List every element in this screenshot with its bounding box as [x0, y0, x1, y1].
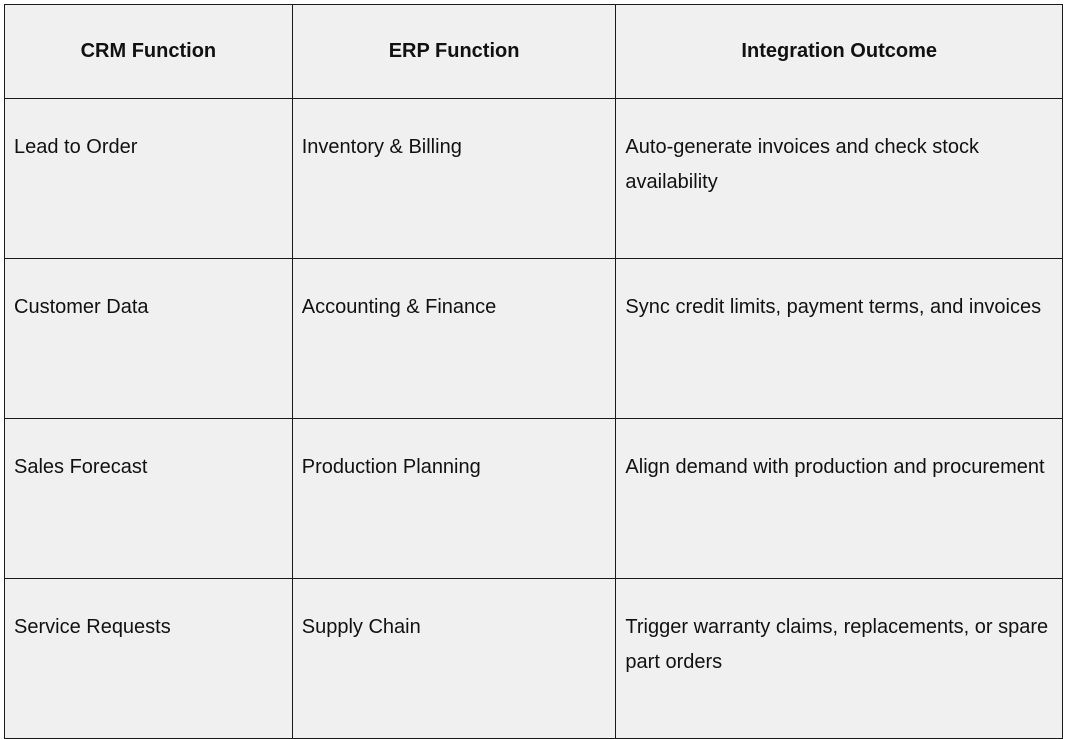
header-crm-function: CRM Function	[4, 4, 293, 99]
header-integration-outcome: Integration Outcome	[615, 4, 1063, 99]
cell-erp-function: Supply Chain	[291, 578, 617, 739]
cell-crm-function: Customer Data	[4, 258, 293, 419]
cell-integration-outcome: Trigger warranty claims, replacements, o…	[615, 578, 1063, 739]
cell-erp-function: Inventory & Billing	[291, 98, 617, 259]
cell-integration-outcome: Sync credit limits, payment terms, and i…	[615, 258, 1063, 419]
table-row: Sales Forecast Production Planning Align…	[4, 418, 1063, 579]
cell-crm-function: Sales Forecast	[4, 418, 293, 579]
header-erp-function: ERP Function	[291, 4, 617, 99]
cell-crm-function: Lead to Order	[4, 98, 293, 259]
table-row: Service Requests Supply Chain Trigger wa…	[4, 578, 1063, 739]
table-row: Lead to Order Inventory & Billing Auto-g…	[4, 98, 1063, 259]
cell-erp-function: Accounting & Finance	[291, 258, 617, 419]
crm-erp-integration-table: CRM Function ERP Function Integration Ou…	[4, 4, 1063, 739]
header-row: CRM Function ERP Function Integration Ou…	[4, 4, 1063, 99]
cell-integration-outcome: Align demand with production and procure…	[615, 418, 1063, 579]
cell-erp-function: Production Planning	[291, 418, 617, 579]
table-row: Customer Data Accounting & Finance Sync …	[4, 258, 1063, 419]
cell-crm-function: Service Requests	[4, 578, 293, 739]
cell-integration-outcome: Auto-generate invoices and check stock a…	[615, 98, 1063, 259]
